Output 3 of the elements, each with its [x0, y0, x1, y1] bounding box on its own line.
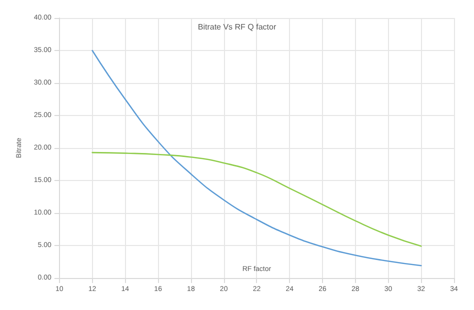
line-series — [92, 50, 422, 266]
text: Bitrate Vs RF Q factor — [198, 22, 276, 32]
line-series — [92, 152, 422, 247]
